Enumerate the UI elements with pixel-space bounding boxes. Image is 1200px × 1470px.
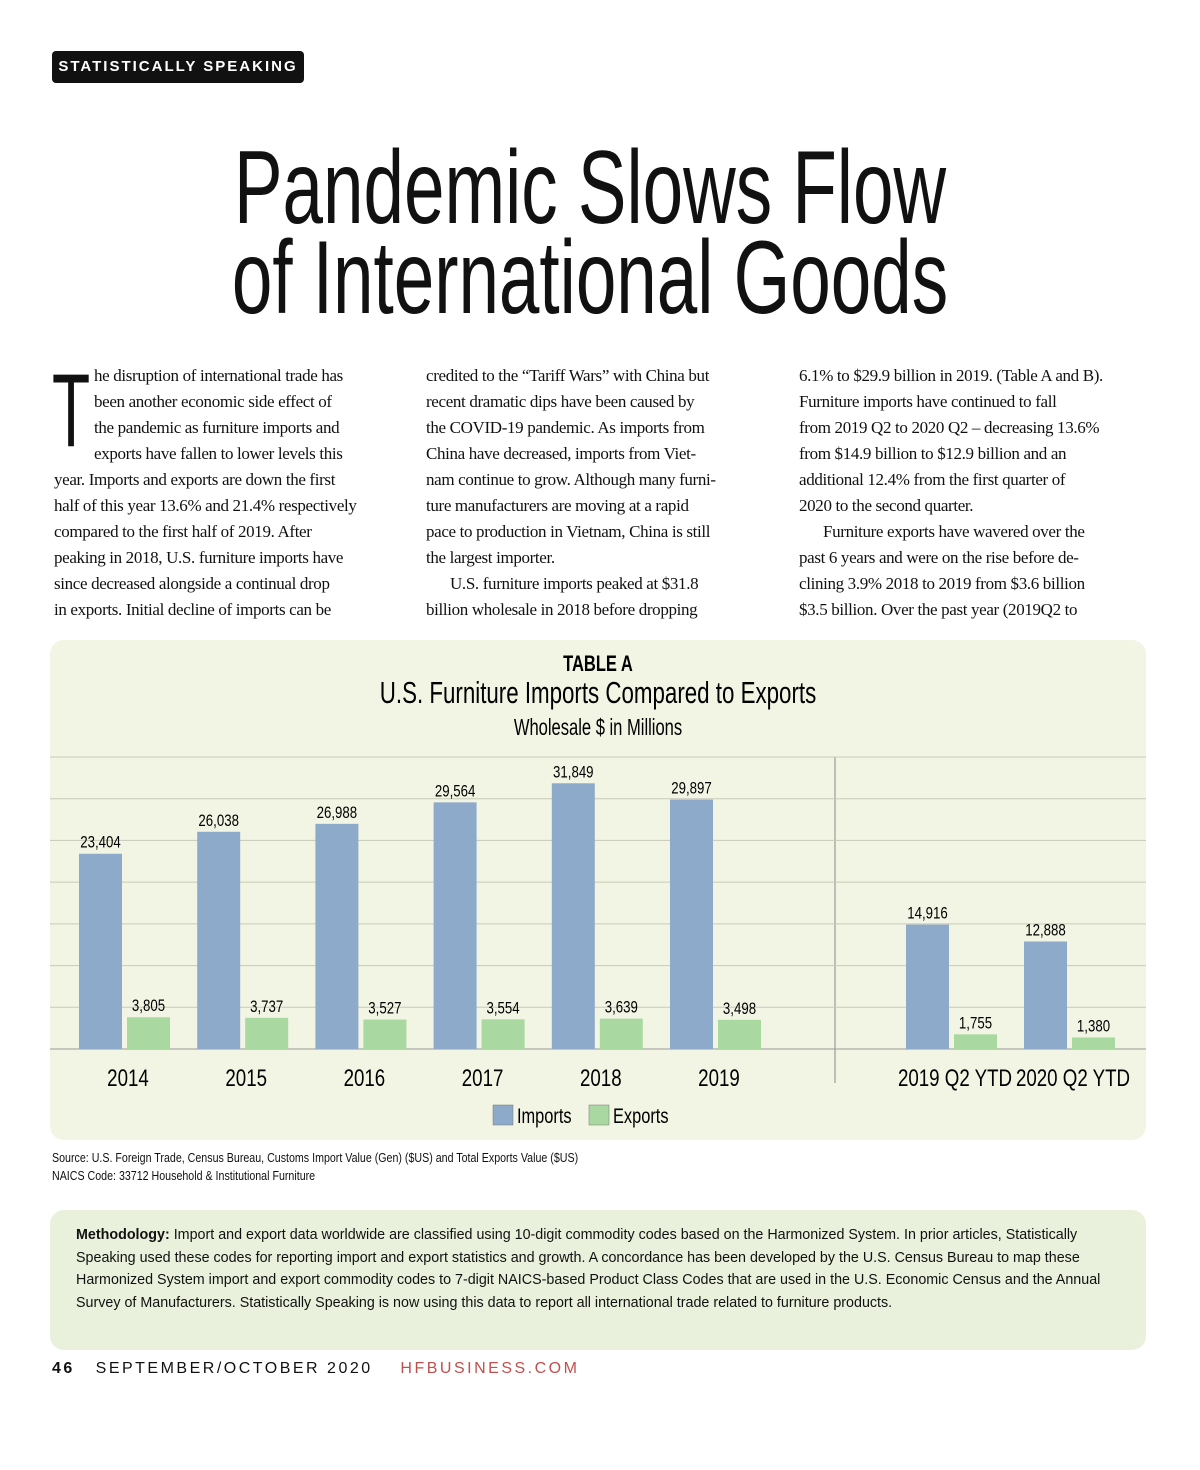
legend-label: Exports <box>613 1104 669 1127</box>
data-label: 3,498 <box>723 999 756 1018</box>
bar <box>481 1019 525 1049</box>
data-label: 3,737 <box>250 997 283 1016</box>
bar <box>315 823 359 1049</box>
text-line: nam continue to grow. Although many furn… <box>426 470 716 489</box>
x-tick-label: 2020 Q2 YTD <box>1016 1065 1130 1092</box>
data-label: 1,755 <box>959 1014 992 1033</box>
headline: Pandemic Slows Flow <box>233 130 947 246</box>
legend-swatch <box>492 1104 514 1126</box>
text-line: the largest importer. <box>426 548 555 567</box>
text-line: 2020 to the second quarter. <box>799 496 974 515</box>
x-tick-label: 2016 <box>344 1065 386 1092</box>
chart-title: U.S. Furniture Imports Compared to Expor… <box>380 675 816 709</box>
chart-subtitle: Wholesale $ in Millions <box>514 715 682 740</box>
text-column: 6.1% to $29.9 billion in 2019. (Table A … <box>799 363 1159 623</box>
text-line: past 6 years and were on the rise before… <box>799 548 1079 567</box>
text-line: the COVID-19 pandemic. As imports from <box>426 418 705 437</box>
methodology-text: Import and export data worldwide are cla… <box>76 1227 1101 1311</box>
data-label: 1,380 <box>1077 1017 1110 1036</box>
bar <box>670 799 713 1049</box>
x-tick-label: 2017 <box>462 1065 504 1092</box>
text-line: additional 12.4% from the first quarter … <box>799 470 1066 489</box>
text-line: since decreased alongside a continual dr… <box>54 574 330 593</box>
text-line: year. Imports and exports are down the f… <box>54 470 336 489</box>
text-line: China have decreased, imports from Viet- <box>426 444 696 463</box>
x-tick-label: 2019 <box>698 1065 740 1092</box>
text-line: exports have fallen to lower levels this <box>94 444 343 463</box>
methodology-box: Methodology: Import and export data worl… <box>50 1210 1146 1350</box>
text-line: from $14.9 billion to $12.9 billion and … <box>799 444 1067 463</box>
data-label: 26,988 <box>317 803 358 822</box>
x-tick-label: 2019 Q2 YTD <box>898 1065 1012 1092</box>
text-line: $3.5 billion. Over the past year (2019Q2… <box>799 600 1078 619</box>
table-label: TABLE A <box>563 652 633 677</box>
text-line: billion wholesale in 2018 before droppin… <box>426 600 698 619</box>
bar <box>433 802 477 1049</box>
bar <box>1072 1037 1115 1049</box>
text-line: in exports. Initial decline of imports c… <box>54 600 331 619</box>
x-tick-label: 2015 <box>225 1065 267 1092</box>
text-line: credited to the “Tariff Wars” with China… <box>426 366 710 385</box>
methodology-label: Methodology: <box>76 1227 170 1243</box>
text-line: peaking in 2018, U.S. furniture imports … <box>54 548 344 567</box>
bar <box>954 1034 997 1049</box>
bar <box>245 1017 289 1049</box>
text-line: been another economic side effect of <box>94 392 332 411</box>
website: HFBUSINESS.COM <box>400 1360 580 1377</box>
bar <box>79 853 122 1049</box>
data-label: 3,527 <box>368 999 401 1018</box>
data-label: 12,888 <box>1025 921 1066 940</box>
text-line: 6.1% to $29.9 billion in 2019. (Table A … <box>799 366 1103 385</box>
text-line: pace to production in Vietnam, China is … <box>426 522 711 541</box>
text-line: clining 3.9% 2018 to 2019 from $3.6 bill… <box>799 574 1085 593</box>
headline: of International Goods <box>231 220 949 336</box>
text-column: credited to the “Tariff Wars” with China… <box>426 363 786 623</box>
text-line: he disruption of international trade has <box>94 366 343 385</box>
bar <box>363 1019 407 1049</box>
text-line: the pandemic as furniture imports and <box>94 418 340 437</box>
bar <box>551 783 595 1049</box>
issue: SEPTEMBER/OCTOBER 2020 <box>95 1360 373 1377</box>
section-tag: STATISTICALLY SPEAKING <box>52 51 304 83</box>
bar <box>127 1017 170 1049</box>
data-label: 29,564 <box>435 782 476 801</box>
bar <box>906 924 949 1049</box>
x-tick-label: 2014 <box>107 1065 149 1092</box>
text-line: Furniture exports have wavered over the <box>823 522 1085 541</box>
source-note: Source: U.S. Foreign Trade, Census Burea… <box>52 1150 579 1165</box>
drop-cap: T <box>52 353 91 469</box>
text-line: from 2019 Q2 to 2020 Q2 – decreasing 13.… <box>799 418 1100 437</box>
x-tick-label: 2018 <box>580 1065 622 1092</box>
text-line: Furniture imports have continued to fall <box>799 392 1057 411</box>
text-column: he disruption of international trade has… <box>54 363 414 623</box>
data-label: 29,897 <box>671 779 712 798</box>
footer: 46 SEPTEMBER/OCTOBER 2020 HFBUSINESS.COM <box>52 1360 579 1378</box>
bar <box>197 831 241 1049</box>
data-label: 3,554 <box>487 999 521 1018</box>
data-label: 26,038 <box>198 811 239 830</box>
bar <box>599 1018 643 1049</box>
data-label: 3,639 <box>605 998 638 1017</box>
legend-swatch <box>588 1104 610 1126</box>
text-line: compared to the first half of 2019. Afte… <box>54 522 312 541</box>
data-label: 23,404 <box>80 833 121 852</box>
bar <box>1024 941 1067 1049</box>
bar <box>718 1019 761 1049</box>
text-line: ture manufacturers are moving at a rapid <box>426 496 689 515</box>
data-label: 3,805 <box>132 997 165 1016</box>
text-line: recent dramatic dips have been caused by <box>426 392 695 411</box>
page-number: 46 <box>52 1360 75 1377</box>
data-label: 31,849 <box>553 763 594 782</box>
text-line: half of this year 13.6% and 21.4% respec… <box>54 496 357 515</box>
legend-label: Imports <box>517 1104 572 1127</box>
text-line: U.S. furniture imports peaked at $31.8 <box>450 574 699 593</box>
source-note: NAICS Code: 33712 Household & Institutio… <box>52 1168 316 1183</box>
data-label: 14,916 <box>907 904 948 923</box>
